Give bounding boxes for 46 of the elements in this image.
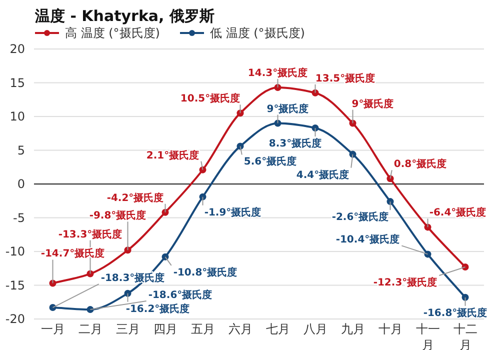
y-tick-label: 10 (10, 110, 25, 124)
data-label: -18.6°摄氏度 (148, 289, 212, 302)
x-tick-label: 七月 (266, 322, 290, 336)
data-label: -9.8°摄氏度 (89, 210, 146, 222)
legend-label: 高 温度 (°摄氏度) (65, 26, 160, 40)
x-tick-label: 十月 (378, 322, 402, 336)
y-tick-label: 20 (10, 42, 25, 56)
data-label: -12.3°摄氏度 (373, 276, 438, 289)
data-label: -6.4°摄氏度 (429, 206, 486, 219)
data-label: -16.8°摄氏度 (423, 306, 488, 319)
data-label: 0.8°摄氏度 (394, 158, 447, 170)
x-tick-label: 一月 (40, 322, 65, 336)
y-tick-label: 5 (17, 143, 25, 158)
x-tick-label: 六月 (228, 322, 252, 336)
data-label: -16.2°摄氏度 (126, 302, 190, 315)
point (462, 264, 469, 271)
data-label: -4.2°摄氏度 (106, 192, 164, 204)
data-label: 9°摄氏度 (266, 102, 309, 115)
data-label: -2.6°摄氏度 (332, 211, 389, 224)
data-label: 14.3°摄氏度 (248, 66, 308, 79)
data-label: 10.5°摄氏度 (180, 92, 240, 105)
data-label: -10.8°摄氏度 (173, 266, 238, 278)
data-label: 13.5°摄氏度 (315, 72, 376, 84)
chart-title: 温度 - Khatyrka, 俄罗斯 (34, 7, 214, 25)
x-tick-label: 四月 (153, 322, 178, 336)
data-label: 9°摄氏度 (352, 98, 394, 110)
x-tick-label: 二月 (78, 322, 102, 336)
data-label: 2.1°摄氏度 (146, 149, 200, 162)
data-label: 8.3°摄氏度 (268, 137, 322, 150)
y-tick-label: -5 (13, 210, 25, 225)
data-label: 4.4°摄氏度 (296, 168, 350, 181)
legend-label: 低 温度 (°摄氏度) (210, 26, 305, 40)
x-tick-label: 九月 (340, 322, 365, 336)
data-label: -1.9°摄氏度 (204, 206, 262, 218)
y-tick-label: 15 (10, 76, 25, 90)
data-label: 5.6°摄氏度 (244, 156, 297, 168)
y-tick-label: -15 (5, 278, 25, 292)
data-label: -10.4°摄氏度 (336, 234, 400, 246)
x-tick-label: 五月 (190, 322, 215, 336)
x-tick-label: 三月 (116, 322, 140, 336)
y-tick-label: -20 (5, 312, 25, 326)
y-tick-label: 0 (17, 177, 25, 191)
data-label: -14.7°摄氏度 (40, 248, 105, 260)
y-tick-label: -10 (5, 244, 25, 258)
data-label: -13.3°摄氏度 (58, 228, 122, 240)
x-tick-label: 八月 (303, 322, 328, 336)
